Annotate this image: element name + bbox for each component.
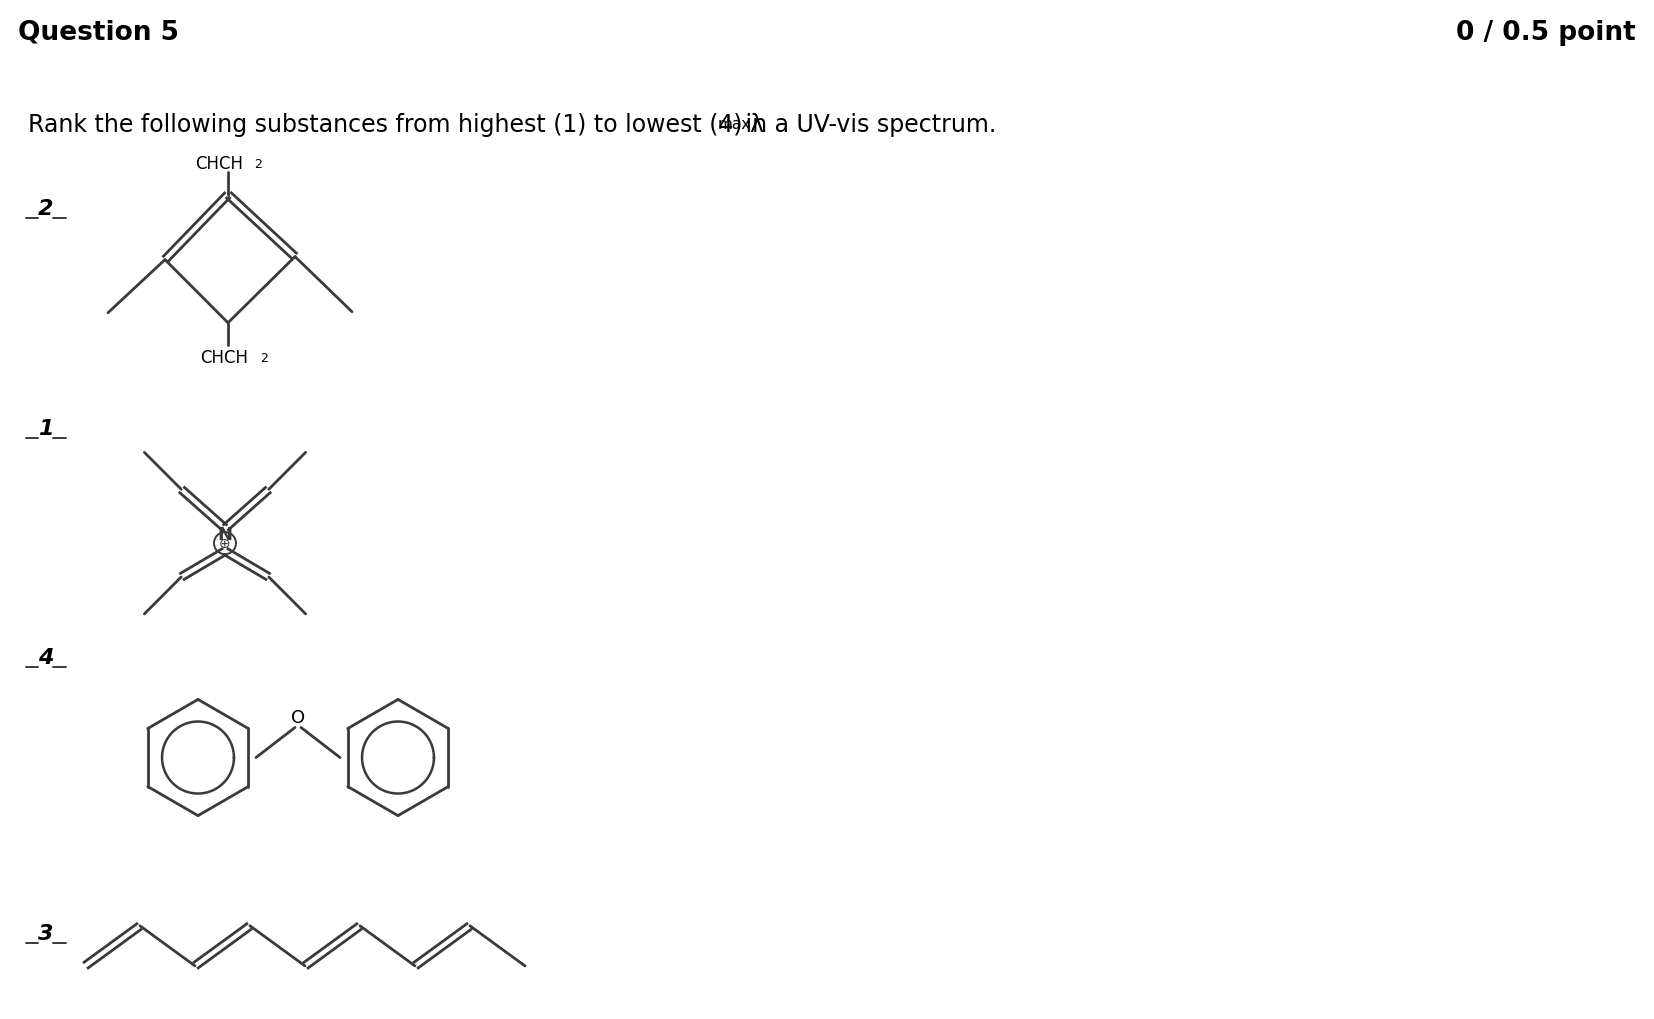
Text: O: O: [291, 709, 304, 727]
Text: 4: 4: [38, 648, 53, 667]
Text: in a UV-vis spectrum.: in a UV-vis spectrum.: [738, 113, 996, 138]
Text: CHCH: CHCH: [200, 348, 248, 367]
Text: N: N: [217, 526, 233, 543]
Text: ⊕: ⊕: [220, 537, 232, 550]
Text: 1: 1: [38, 419, 53, 438]
Text: 3: 3: [38, 923, 53, 943]
Text: 2: 2: [255, 158, 261, 171]
Text: Question 5: Question 5: [18, 19, 179, 46]
Text: 2: 2: [260, 352, 268, 365]
Text: Rank the following substances from highest (1) to lowest (4) λ: Rank the following substances from highe…: [28, 113, 764, 138]
Text: 2: 2: [38, 199, 53, 218]
Text: 0 / 0.5 point: 0 / 0.5 point: [1456, 19, 1636, 46]
Text: CHCH: CHCH: [195, 155, 243, 173]
Text: max: max: [718, 117, 751, 132]
